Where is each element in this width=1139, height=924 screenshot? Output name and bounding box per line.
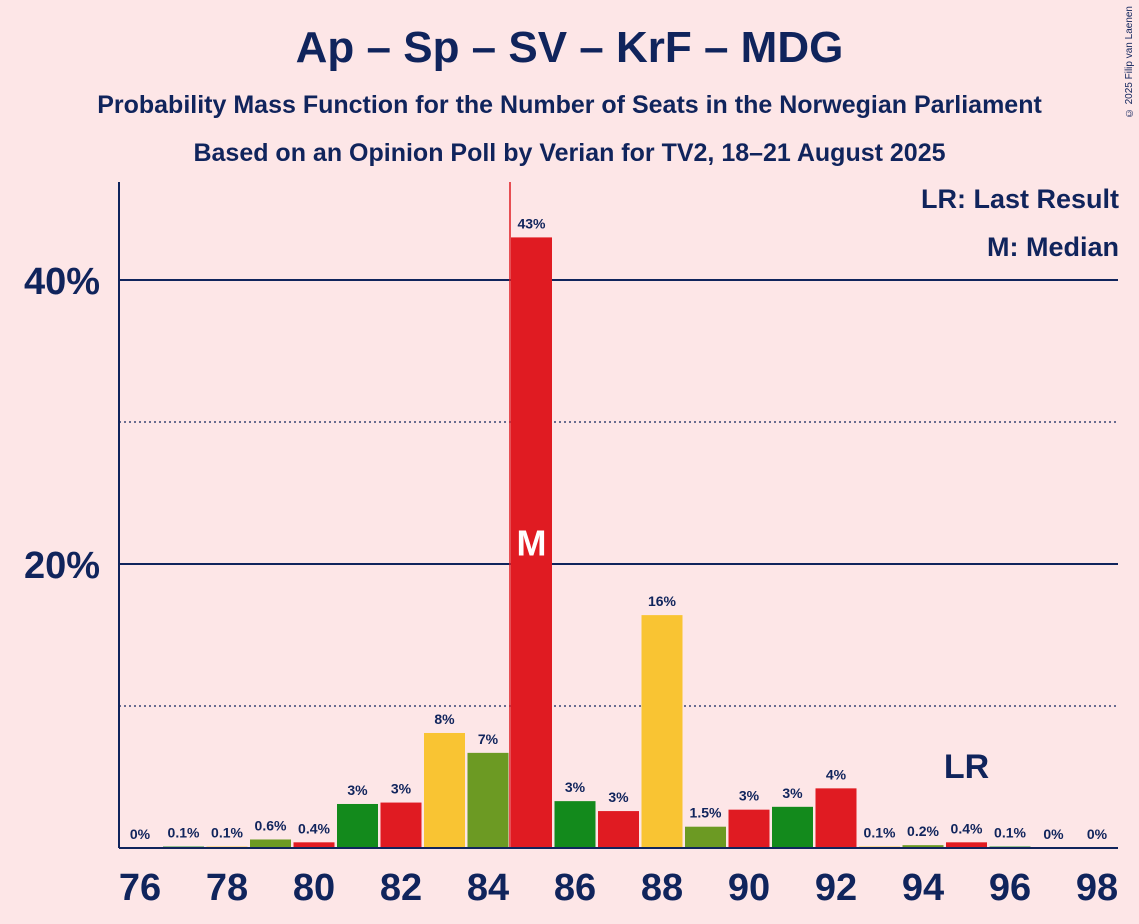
- bar-seat-79: [250, 839, 291, 848]
- bar-value-label: 0%: [130, 826, 151, 842]
- bar-value-label: 4%: [826, 766, 847, 782]
- bar-value-label: 3%: [739, 788, 760, 804]
- bar-seat-91: [772, 806, 813, 848]
- bar-value-label: 3%: [347, 782, 368, 798]
- bar-seat-85: [511, 237, 552, 848]
- x-tick-label: 98: [1076, 867, 1118, 909]
- legend-last-result: LR: Last Result: [920, 184, 1119, 214]
- bar-value-label: 0.1%: [168, 825, 200, 841]
- x-tick-label: 76: [119, 867, 161, 909]
- bar-seat-95: [946, 842, 987, 848]
- bar-value-label: 0.2%: [907, 823, 939, 839]
- x-tick-label: 94: [902, 867, 944, 909]
- bar-value-label: 3%: [608, 789, 629, 805]
- chart-subtitle: Probability Mass Function for the Number…: [97, 91, 1042, 119]
- legend-median: M: Median: [987, 232, 1119, 262]
- x-tick-label: 88: [641, 867, 683, 909]
- median-marker: M: [517, 523, 547, 564]
- bar-value-label: 0.4%: [298, 820, 330, 836]
- bar-value-label: 1.5%: [690, 805, 722, 821]
- bar-value-label: 0.6%: [255, 817, 287, 833]
- bar-seat-89: [685, 826, 726, 848]
- bar-value-label: 8%: [434, 711, 455, 727]
- y-tick-label: 40%: [24, 261, 100, 303]
- bar-seat-86: [554, 801, 596, 848]
- bar-seat-84: [467, 752, 509, 848]
- chart-title: Ap – Sp – SV – KrF – MDG: [295, 23, 844, 72]
- x-tick-label: 84: [467, 867, 509, 909]
- chart-subtitle-poll: Based on an Opinion Poll by Verian for T…: [193, 139, 946, 167]
- bar-value-label: 0.1%: [994, 825, 1026, 841]
- bar-value-label: 7%: [478, 731, 499, 747]
- bar-value-label: 0.1%: [864, 825, 896, 841]
- x-tick-label: 86: [554, 867, 596, 909]
- bar-seat-90: [728, 809, 770, 848]
- x-tick-label: 92: [815, 867, 857, 909]
- bar-seat-92: [815, 788, 857, 848]
- bar-seat-83: [424, 732, 465, 848]
- bar-seat-80: [293, 842, 335, 848]
- bar-value-label: 3%: [782, 785, 803, 801]
- x-tick-label: 90: [728, 867, 770, 909]
- bar-seat-94: [902, 845, 944, 848]
- bar-value-label: 0%: [1043, 826, 1064, 842]
- bar-value-label: 3%: [565, 779, 586, 795]
- bar-value-label: 43%: [517, 215, 546, 231]
- x-tick-label: 82: [380, 867, 422, 909]
- bar-seat-81: [337, 803, 378, 848]
- bar-value-label: 0.1%: [211, 825, 243, 841]
- y-tick-label: 20%: [24, 545, 100, 587]
- x-tick-label: 96: [989, 867, 1031, 909]
- bar-seat-87: [598, 811, 639, 848]
- x-tick-label: 78: [206, 867, 248, 909]
- last-result-marker: LR: [944, 748, 989, 786]
- bar-seat-82: [380, 802, 422, 848]
- bar-value-label: 16%: [648, 593, 677, 609]
- bar-value-label: 0.4%: [951, 820, 983, 836]
- bar-seat-88: [641, 615, 683, 848]
- bar-value-label: 3%: [391, 781, 412, 797]
- bar-value-label: 0%: [1087, 826, 1108, 842]
- x-tick-label: 80: [293, 867, 335, 909]
